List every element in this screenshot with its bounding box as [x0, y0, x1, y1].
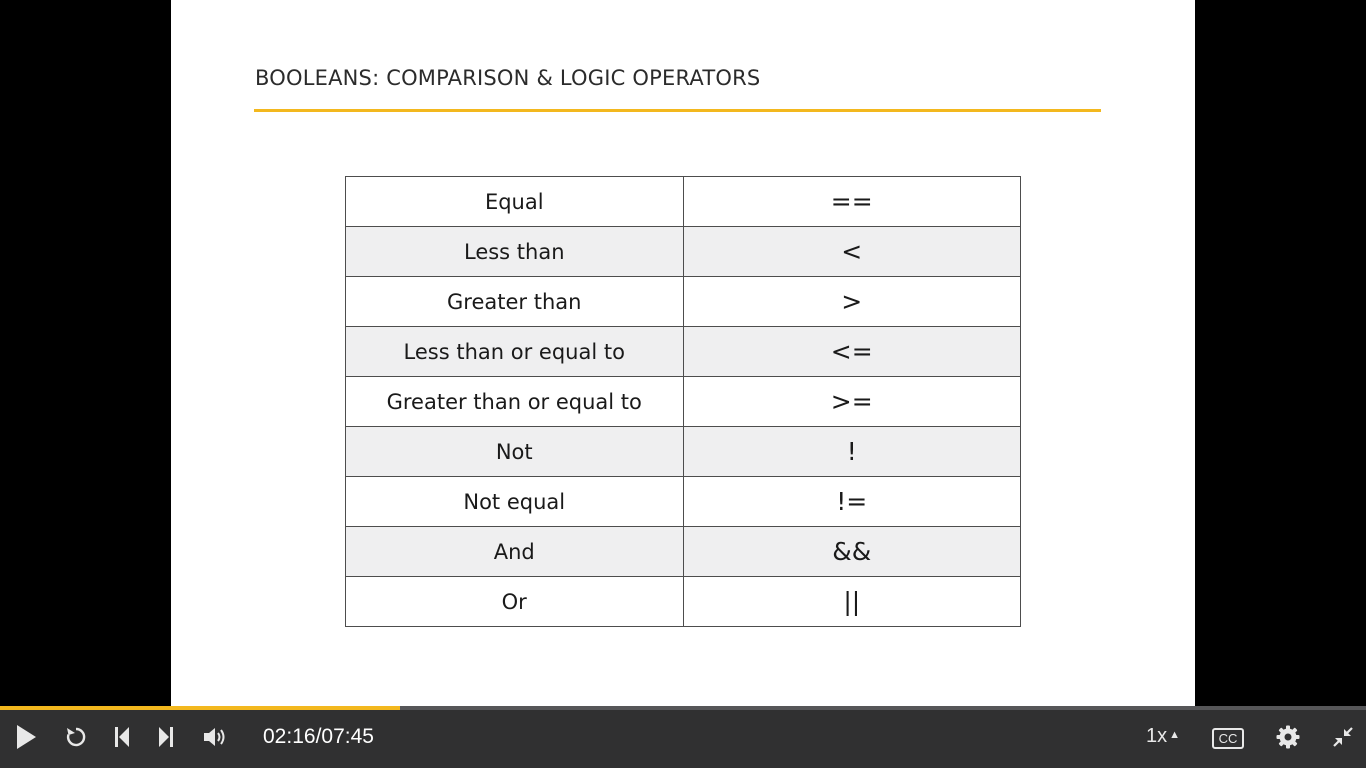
exit-fullscreen-icon: [1332, 726, 1354, 748]
title-underline: [254, 109, 1101, 112]
duration: 07:45: [321, 725, 374, 748]
operator-name: Greater than: [345, 276, 684, 327]
operator-name: Less than: [345, 226, 684, 277]
volume-button[interactable]: [201, 722, 231, 752]
skip-back-icon: [113, 725, 131, 749]
skip-forward-icon: [157, 725, 175, 749]
progress-bar[interactable]: [0, 706, 1366, 710]
replay-button[interactable]: [62, 722, 90, 752]
operator-symbol: ||: [682, 576, 1021, 627]
table-row: And &&: [345, 526, 1021, 577]
exit-fullscreen-button[interactable]: [1330, 722, 1356, 752]
settings-icon: [1275, 724, 1301, 750]
player-controls: 02:16/07:45 1x ▲ CC: [0, 706, 1366, 768]
settings-button[interactable]: [1274, 722, 1302, 752]
operator-symbol: ==: [682, 176, 1021, 227]
operator-symbol: <: [682, 226, 1021, 277]
caret-up-icon: ▲: [1169, 729, 1181, 741]
operator-name: Equal: [345, 176, 684, 227]
current-time: 02:16: [263, 725, 316, 748]
operator-symbol: &&: [682, 526, 1021, 577]
operator-symbol: <=: [682, 326, 1021, 377]
time-display: 02:16/07:45: [263, 725, 374, 749]
play-icon: [14, 724, 38, 750]
replay-icon: [64, 725, 88, 749]
table-row: Less than <: [345, 226, 1021, 277]
captions-label: CC: [1218, 731, 1238, 746]
volume-icon: [202, 725, 230, 749]
operator-name: Or: [345, 576, 684, 627]
operator-name: Not equal: [345, 476, 684, 527]
operator-name: Greater than or equal to: [345, 376, 684, 427]
table-row: Greater than or equal to >=: [345, 376, 1021, 427]
video-stage[interactable]: BOOLEANS: COMPARISON & LOGIC OPERATORS E…: [0, 0, 1366, 706]
captions-button[interactable]: CC: [1212, 728, 1244, 749]
table-row: Less than or equal to <=: [345, 326, 1021, 377]
table-row: Equal ==: [345, 176, 1021, 227]
operator-name: Less than or equal to: [345, 326, 684, 377]
operator-name: And: [345, 526, 684, 577]
table-row: Greater than >: [345, 276, 1021, 327]
progress-fill: [0, 706, 401, 710]
skip-forward-button[interactable]: [154, 722, 178, 752]
slide: BOOLEANS: COMPARISON & LOGIC OPERATORS E…: [171, 0, 1195, 706]
playback-speed-button[interactable]: 1x ▲: [1146, 725, 1180, 748]
operator-name: Not: [345, 426, 684, 477]
operator-symbol: >: [682, 276, 1021, 327]
table-row: Not!: [345, 426, 1021, 477]
operator-symbol: !: [682, 426, 1021, 477]
operator-symbol: !=: [682, 476, 1021, 527]
playback-speed-label: 1x: [1146, 725, 1168, 747]
slide-title: BOOLEANS: COMPARISON & LOGIC OPERATORS: [255, 66, 761, 90]
operators-table: Equal == Less than < Greater than > Less than …: [345, 176, 1021, 627]
operator-symbol: >=: [682, 376, 1021, 427]
table-row: Or ||: [345, 576, 1021, 627]
skip-back-button[interactable]: [110, 722, 134, 752]
play-button[interactable]: [12, 722, 40, 752]
table-row: Not equal !=: [345, 476, 1021, 527]
time-separator: /: [315, 725, 322, 748]
